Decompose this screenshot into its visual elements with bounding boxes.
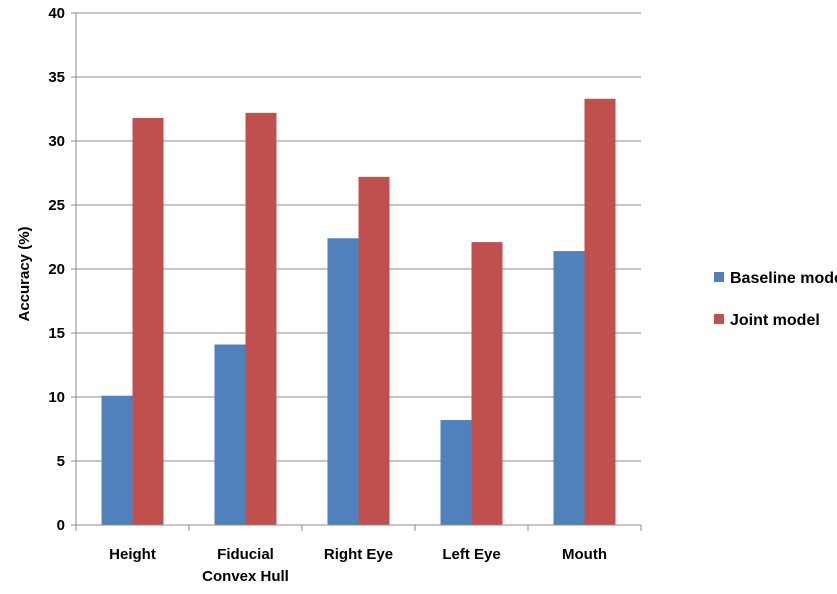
- y-tick-label: 25: [48, 197, 65, 214]
- legend-item: Baseline model: [714, 270, 837, 287]
- y-tick-label: 15: [48, 325, 65, 342]
- bar-baseline-model: [554, 251, 585, 525]
- y-tick-label: 20: [48, 261, 65, 278]
- bar-joint-model: [472, 242, 503, 525]
- bar-baseline-model: [102, 396, 133, 525]
- bar-joint-model: [359, 177, 390, 525]
- legend: Baseline model Joint model: [714, 270, 837, 329]
- legend-label: Joint model: [730, 312, 820, 329]
- y-axis-title: Accuracy (%): [16, 226, 33, 321]
- x-category-label: Fiducial Convex Hull: [202, 546, 289, 585]
- bar-baseline-model: [441, 420, 472, 525]
- y-tick-label: 35: [48, 69, 65, 86]
- y-tick-label: 10: [48, 389, 65, 406]
- legend-swatch: [714, 272, 724, 282]
- legend-label: Baseline model: [730, 270, 837, 287]
- x-category-label: Left Eye: [442, 546, 500, 563]
- legend-swatch: [714, 314, 724, 324]
- y-tick-label: 5: [57, 453, 65, 470]
- bar-joint-model: [585, 99, 616, 525]
- legend-item: Joint model: [714, 312, 820, 329]
- bar-joint-model: [246, 113, 277, 525]
- bar-joint-model: [133, 118, 164, 525]
- y-tick-label: 0: [57, 517, 65, 534]
- y-tick-labels: 0 5 10 15 20 25 30 35 40: [48, 5, 65, 534]
- y-tick-label: 30: [48, 133, 65, 150]
- x-category-label: Mouth: [562, 546, 607, 563]
- x-category-labels: Height Fiducial Convex Hull Right Eye Left E…: [109, 546, 607, 585]
- x-category-label: Right Eye: [324, 546, 393, 563]
- bar-baseline-model: [215, 345, 246, 525]
- y-tick-label: 40: [48, 5, 65, 22]
- bar-baseline-model: [328, 238, 359, 525]
- x-category-label: Height: [109, 546, 156, 563]
